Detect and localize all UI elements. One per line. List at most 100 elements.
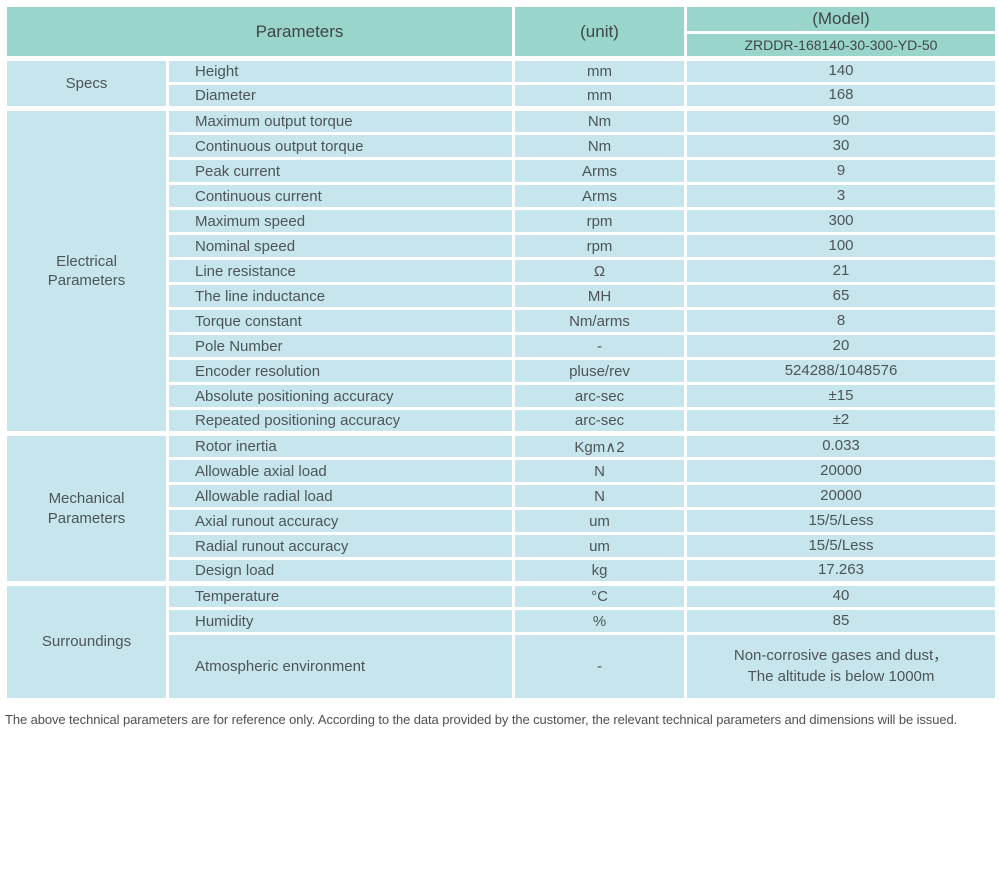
section-name-cell: Specs — [4, 56, 169, 110]
section-name-label: Mechanical Parameters — [47, 490, 126, 527]
unit-value: N — [512, 482, 687, 510]
section-name-label: Specs — [65, 74, 108, 92]
section-name-cell: Mechanical Parameters — [4, 431, 169, 585]
parameter-name: Encoder resolution — [166, 357, 515, 385]
table-row: Design load kg 17.263 — [6, 557, 998, 585]
footer-note: The above technical parameters are for r… — [5, 712, 958, 727]
parameter-name: Design load — [166, 557, 515, 585]
parameter-name: Peak current — [166, 157, 515, 185]
unit-value: Nm — [512, 106, 687, 135]
section-name-label: Surroundings — [41, 633, 132, 651]
section-name-label: Electrical Parameters — [47, 252, 126, 290]
spec-table-body: Specs Height mm 140 Diameter mm 168 Electrical … — [4, 56, 998, 701]
table-row: Allowable radial load N 20000 — [6, 482, 998, 510]
unit-value: Nm/arms — [512, 307, 687, 335]
table-row: Atmospheric environment - Non-corrosive ga… — [6, 632, 998, 701]
model-spec-value: 15/5/Less — [684, 507, 998, 535]
parameter-name: The line inductance — [166, 282, 515, 310]
parameter-name: Torque constant — [166, 307, 515, 335]
parameter-name: Continuous current — [166, 182, 515, 210]
table-row: Peak current Arms 9 — [6, 157, 998, 185]
unit-value: Arms — [512, 157, 687, 185]
parameter-name: Radial runout accuracy — [166, 532, 515, 560]
table-row: Encoder resolution pluse/rev 524288/104857… — [6, 357, 998, 385]
model-spec-value: 65 — [684, 282, 998, 310]
model-spec-value: 300 — [684, 207, 998, 235]
parameter-name: Absolute positioning accuracy — [166, 382, 515, 410]
parameter-name: Continuous output torque — [166, 132, 515, 160]
table-row: Nominal speed rpm 100 — [6, 232, 998, 260]
parameter-name: Humidity — [166, 607, 515, 635]
parameter-name: Allowable axial load — [166, 457, 515, 485]
table-row: Electrical Parameters Maximum output torq… — [4, 106, 998, 435]
table-row: Repeated positioning accuracy arc-sec ±2 — [6, 407, 998, 435]
model-number: ZRDDR-168140-30-300-YD-50 — [684, 31, 998, 60]
unit-value: um — [512, 532, 687, 560]
model-spec-value: 0.033 — [684, 431, 998, 460]
model-spec-value: 8 — [684, 307, 998, 335]
model-spec-value: 20000 — [684, 457, 998, 485]
model-spec-value: 9 — [684, 157, 998, 185]
unit-value: mm — [512, 56, 687, 85]
parameter-name: Maximum output torque — [166, 106, 515, 135]
table-row: Surroundings Temperature °C 40 — [4, 581, 998, 701]
unit-value: um — [512, 507, 687, 535]
parameter-name: Axial runout accuracy — [166, 507, 515, 535]
model-spec-value: 168 — [684, 82, 998, 110]
parameter-name: Rotor inertia — [166, 431, 515, 460]
model-spec-value: 30 — [684, 132, 998, 160]
model-spec-value: 90 — [684, 106, 998, 135]
model-spec-value: 140 — [684, 56, 998, 85]
unit-value: rpm — [512, 232, 687, 260]
spec-table: Parameters (unit) (Model) ZRDDR-168140-3… — [4, 4, 998, 701]
parameter-name: Diameter — [166, 82, 515, 110]
model-spec-value: ±15 — [684, 382, 998, 410]
model-spec-value: ±2 — [684, 407, 998, 435]
parameters-header: Parameters — [4, 4, 515, 60]
unit-value: % — [512, 607, 687, 635]
unit-value: rpm — [512, 207, 687, 235]
table-row: Maximum speed rpm 300 — [6, 207, 998, 235]
unit-value: MH — [512, 282, 687, 310]
table-row: Allowable axial load N 20000 — [6, 457, 998, 485]
model-spec-value: 20 — [684, 332, 998, 360]
unit-value: pluse/rev — [512, 357, 687, 385]
unit-value: Kgm∧2 — [512, 431, 687, 460]
table-row: Humidity% 85 — [6, 607, 998, 635]
model-spec-value: 15/5/Less — [684, 532, 998, 560]
table-row: Radial runout accuracy um 15/5/Less — [6, 532, 998, 560]
table-row: Axial runout accuracy um 15/5/Less — [6, 507, 998, 535]
parameter-name: Maximum speed — [166, 207, 515, 235]
unit-value: Nm — [512, 132, 687, 160]
unit-value: °C — [512, 581, 687, 610]
table-row: Pole Number -20 — [6, 332, 998, 360]
section-name-cell: Surroundings — [4, 581, 169, 701]
table-row: Line resistance Ω 21 — [6, 257, 998, 285]
unit-value: N — [512, 457, 687, 485]
section-name-cell: Electrical Parameters — [4, 106, 169, 435]
unit-value: Arms — [512, 182, 687, 210]
model-spec-value: 40 — [684, 581, 998, 610]
table-row: Continuous output torque Nm 30 — [6, 132, 998, 160]
parameter-name: Repeated positioning accuracy — [166, 407, 515, 435]
model-header: (Model) — [684, 4, 998, 34]
unit-value: kg — [512, 557, 687, 585]
parameter-name: Allowable radial load — [166, 482, 515, 510]
table-row: Diameter mm 168 — [6, 82, 998, 110]
table-row: Continuous current Arms 3 — [6, 182, 998, 210]
unit-value: mm — [512, 82, 687, 110]
unit-header: (unit) — [512, 4, 687, 60]
parameter-name: Line resistance — [166, 257, 515, 285]
unit-value: arc-sec — [512, 407, 687, 435]
parameter-name: Temperature — [166, 581, 515, 610]
table-row: Absolute positioning accuracy arc-sec ±15 — [6, 382, 998, 410]
model-spec-value: 17.263 — [684, 557, 998, 585]
table-row: Mechanical Parameters Rotor inertia Kgm∧2 0… — [4, 431, 998, 585]
parameter-name: Height — [166, 56, 515, 85]
table-row: Torque constant Nm/arms 8 — [6, 307, 998, 335]
model-spec-value: 20000 — [684, 482, 998, 510]
table-row: The line inductance MH 65 — [6, 282, 998, 310]
model-spec-value: Non-corrosive gases and dust， The altitu… — [684, 632, 998, 701]
model-spec-value: 524288/1048576 — [684, 357, 998, 385]
